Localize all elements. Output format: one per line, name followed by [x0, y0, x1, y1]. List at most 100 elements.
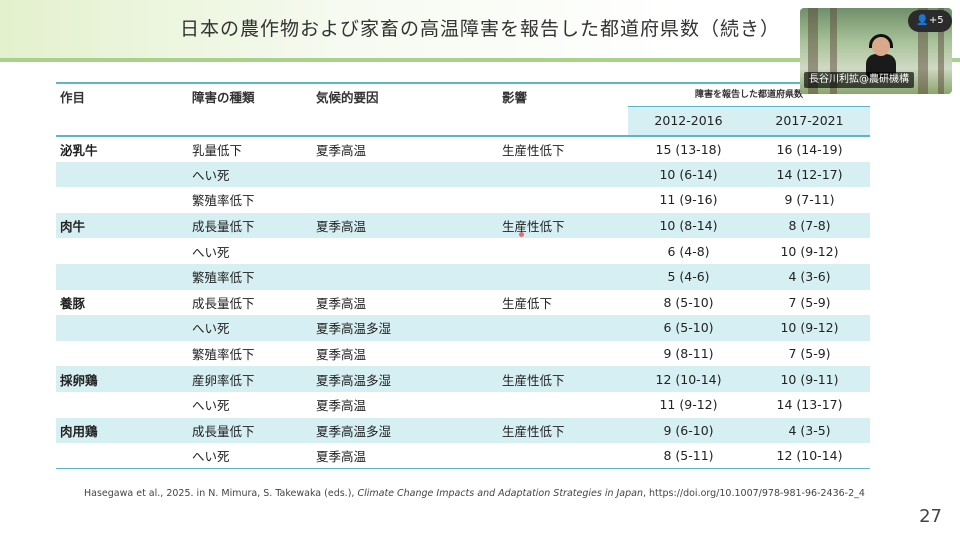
- title-rule: [0, 58, 960, 62]
- cell-impact: [498, 161, 628, 188]
- table-period-row: 2012-2016 2017-2021: [56, 105, 870, 137]
- cell-damage: 繁殖率低下: [192, 347, 255, 363]
- header-item: 作目: [60, 90, 86, 105]
- participants-count: +5: [928, 15, 944, 26]
- cell-period-1: 5 (4-6): [628, 263, 749, 290]
- cell-factor: 夏季高温: [316, 347, 367, 363]
- cell-factor: 夏季高温多湿: [312, 366, 498, 392]
- cell-item: [56, 161, 188, 188]
- table-row: 泌乳牛 乳量低下 夏季高温 生産性低下 15 (13-18) 16 (14-19): [56, 136, 870, 162]
- cell-damage: 成長量低下: [192, 295, 255, 311]
- header-impact: 影響: [502, 90, 528, 105]
- cell-impact: [498, 238, 628, 264]
- cell-period-2: 14 (13-17): [776, 397, 843, 413]
- cell-period-2: 4 (3-6): [749, 263, 870, 290]
- cell-period-2: 8 (7-8): [749, 212, 870, 239]
- cell-period-2: 16 (14-19): [776, 141, 843, 157]
- person-icon: 👤: [916, 15, 929, 26]
- cell-impact: [498, 263, 628, 290]
- cell-impact: 生産性低下: [502, 142, 565, 158]
- cell-period-1: 6 (4-8): [667, 243, 710, 259]
- speaker-figure: [866, 34, 896, 78]
- table-row: 繁殖率低下 11 (9-16) 9 (7-11): [56, 187, 870, 213]
- cell-factor: [312, 161, 498, 188]
- table-row: 繁殖率低下 夏季高温 9 (8-11) 7 (5-9): [56, 341, 870, 367]
- cell-factor: 夏季高温多湿: [312, 315, 498, 341]
- cell-damage: へい死: [188, 161, 312, 188]
- header-period-1: 2012-2016: [628, 105, 749, 137]
- cell-period-2: 14 (12-17): [749, 161, 870, 188]
- cell-damage: へい死: [192, 398, 230, 414]
- cell-damage: 成長量低下: [188, 417, 312, 444]
- table-row: 養豚 成長量低下 夏季高温 生産低下 8 (5-10) 7 (5-9): [56, 290, 870, 316]
- citation-suffix: , https://doi.org/10.1007/978-981-96-243…: [643, 488, 865, 499]
- cell-period-1: 11 (9-12): [659, 397, 718, 413]
- cell-period-1: 6 (5-10): [628, 315, 749, 341]
- table-row: へい死 6 (4-8) 10 (9-12): [56, 238, 870, 264]
- cell-period-1: 11 (9-16): [659, 192, 718, 208]
- table-row: へい死 夏季高温 11 (9-12) 14 (13-17): [56, 392, 870, 418]
- table-row: 肉用鶏 成長量低下 夏季高温多湿 生産性低下 9 (6-10) 4 (3-5): [56, 417, 870, 444]
- cell-damage: 繁殖率低下: [188, 263, 312, 290]
- cell-period-1: 8 (5-10): [663, 294, 714, 310]
- table-row: へい死 夏季高温 8 (5-11) 12 (10-14): [56, 443, 870, 470]
- cell-item: 肉用鶏: [56, 417, 188, 444]
- participants-button[interactable]: 👤+5: [908, 10, 952, 32]
- cell-impact: [498, 315, 628, 341]
- cell-impact: 生産性低下: [498, 212, 628, 239]
- cell-damage: へい死: [192, 244, 230, 260]
- table-row: 繁殖率低下 5 (4-6) 4 (3-6): [56, 263, 870, 290]
- cell-impact: 生産低下: [502, 295, 553, 311]
- cell-factor: 夏季高温: [312, 443, 498, 470]
- cell-period-1: 10 (8-14): [628, 212, 749, 239]
- table-body: 泌乳牛 乳量低下 夏季高温 生産性低下 15 (13-18) 16 (14-19) へい死 1…: [56, 136, 870, 470]
- cell-period-1: 8 (5-11): [628, 443, 749, 470]
- cell-factor: 夏季高温: [316, 398, 367, 414]
- header-damage-type: 障害の種類: [192, 90, 255, 105]
- laser-pointer-dot: [519, 232, 524, 237]
- cell-impact: [498, 187, 628, 213]
- table-row: 採卵鶏 産卵率低下 夏季高温多湿 生産性低下 12 (10-14) 10 (9-11): [56, 366, 870, 392]
- cell-item: 肉牛: [56, 212, 188, 239]
- citation-title: Climate Change Impacts and Adaptation St…: [357, 488, 643, 499]
- cell-damage: 成長量低下: [188, 212, 312, 239]
- table-row: へい死 夏季高温多湿 6 (5-10) 10 (9-12): [56, 315, 870, 341]
- cell-period-2: 12 (10-14): [749, 443, 870, 470]
- headset-icon: [869, 34, 893, 48]
- cell-period-1: 9 (8-11): [663, 346, 714, 362]
- cell-item: [56, 263, 188, 290]
- cell-impact: [498, 443, 628, 470]
- table-row: 肉牛 成長量低下 夏季高温 生産性低下 10 (8-14) 8 (7-8): [56, 212, 870, 239]
- cell-period-2: 7 (5-9): [788, 346, 831, 362]
- cell-period-1: 10 (6-14): [628, 161, 749, 188]
- header-climatic-factor: 気候的要因: [316, 90, 379, 105]
- cell-period-2: 9 (7-11): [784, 192, 835, 208]
- cell-item: [56, 315, 188, 341]
- cell-item: 泌乳牛: [60, 142, 98, 158]
- cell-damage: へい死: [188, 443, 312, 470]
- cell-item: [56, 392, 188, 418]
- cell-item: [56, 341, 188, 367]
- citation-prefix: Hasegawa et al., 2025. in N. Mimura, S. …: [84, 488, 358, 499]
- cell-damage: へい死: [188, 315, 312, 341]
- cell-damage: 繁殖率低下: [192, 193, 255, 209]
- cell-factor: 夏季高温: [316, 142, 367, 158]
- cell-item: [56, 187, 188, 213]
- cell-factor: 夏季高温: [312, 212, 498, 239]
- cell-factor: 夏季高温: [316, 295, 367, 311]
- cell-item: 養豚: [60, 295, 86, 311]
- cell-item: [56, 443, 188, 470]
- cell-item: [56, 238, 188, 264]
- cell-period-1: 15 (13-18): [655, 141, 722, 157]
- cell-period-2: 7 (5-9): [788, 294, 831, 310]
- cell-item: 採卵鶏: [56, 366, 188, 392]
- cell-period-2: 10 (9-12): [780, 243, 839, 259]
- table-row: へい死 10 (6-14) 14 (12-17): [56, 161, 870, 188]
- cell-period-1: 12 (10-14): [628, 366, 749, 392]
- citation: Hasegawa et al., 2025. in N. Mimura, S. …: [84, 487, 865, 500]
- page-number: 27: [919, 506, 942, 527]
- cell-period-2: 4 (3-5): [749, 417, 870, 444]
- cell-impact: 生産性低下: [498, 366, 628, 392]
- cell-impact: [498, 341, 628, 367]
- cell-factor: [312, 263, 498, 290]
